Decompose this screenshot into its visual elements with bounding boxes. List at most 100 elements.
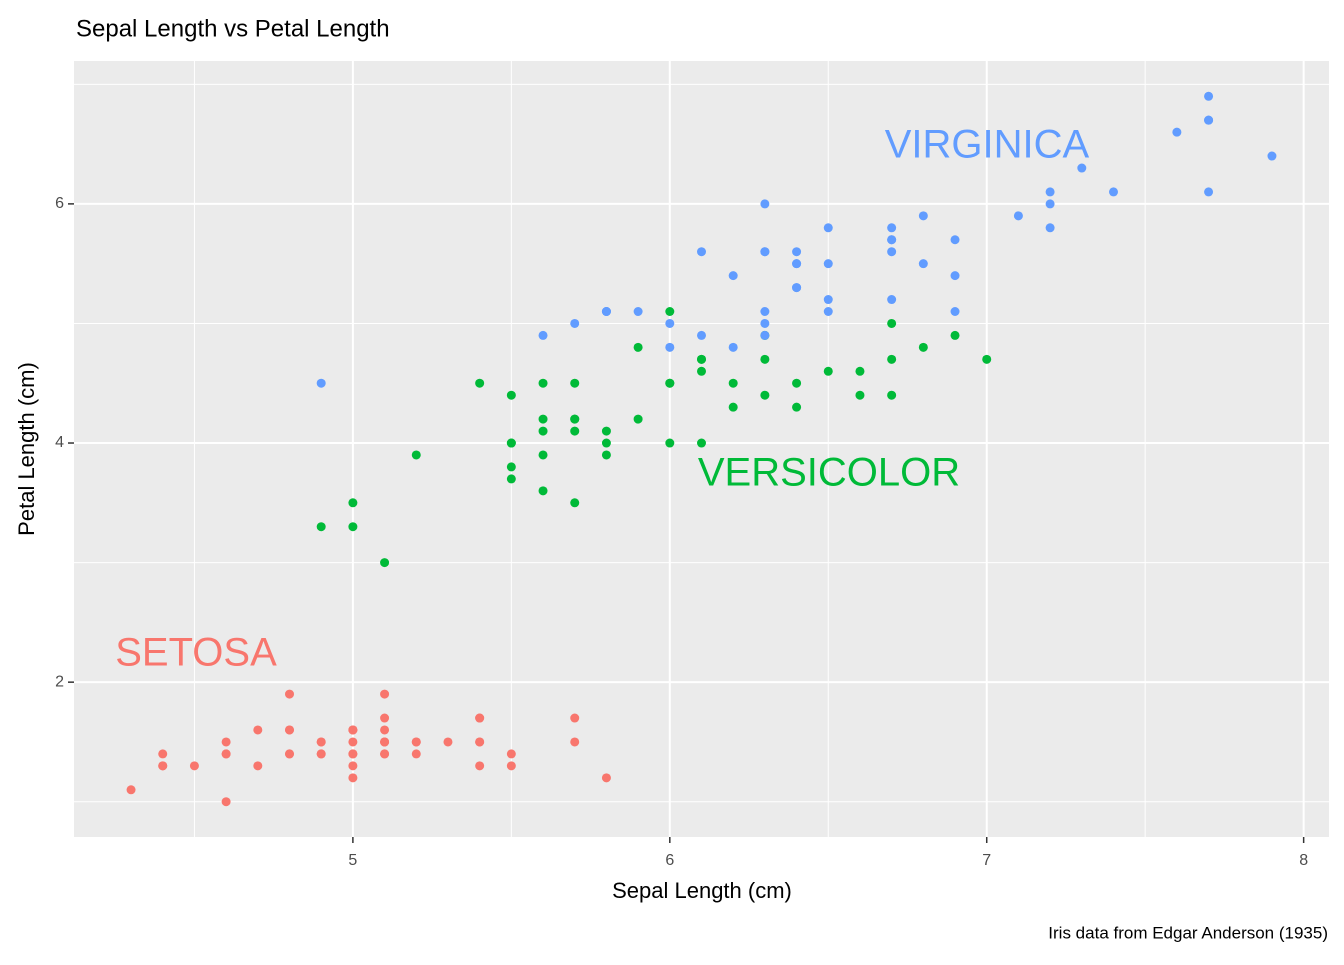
point bbox=[316, 522, 326, 532]
point bbox=[823, 223, 833, 233]
point bbox=[506, 749, 516, 759]
point bbox=[601, 426, 611, 436]
point bbox=[697, 354, 706, 364]
point bbox=[601, 438, 611, 448]
panel-background bbox=[74, 61, 1329, 837]
point bbox=[221, 737, 231, 747]
point bbox=[538, 414, 548, 424]
point bbox=[665, 342, 675, 352]
point bbox=[570, 737, 580, 747]
point bbox=[506, 438, 516, 448]
point bbox=[1204, 187, 1214, 197]
annotation: VERSICOLOR bbox=[698, 451, 960, 495]
point bbox=[570, 414, 580, 424]
point bbox=[411, 749, 421, 759]
point bbox=[221, 749, 231, 759]
point bbox=[1013, 211, 1023, 221]
point bbox=[1172, 127, 1182, 137]
point bbox=[697, 366, 706, 376]
point bbox=[728, 402, 738, 412]
point bbox=[1267, 151, 1277, 161]
point bbox=[316, 378, 326, 388]
point bbox=[348, 761, 358, 771]
point bbox=[189, 761, 199, 771]
point bbox=[918, 259, 928, 269]
point bbox=[570, 426, 580, 436]
point bbox=[380, 725, 390, 735]
point bbox=[887, 223, 897, 233]
point bbox=[760, 306, 770, 316]
point bbox=[158, 749, 168, 759]
point bbox=[601, 450, 611, 460]
point bbox=[570, 713, 580, 723]
point bbox=[538, 450, 548, 460]
point bbox=[506, 761, 516, 771]
point bbox=[950, 330, 960, 340]
point bbox=[760, 318, 770, 328]
point bbox=[918, 211, 928, 221]
point bbox=[887, 235, 897, 245]
point bbox=[728, 271, 738, 281]
point bbox=[633, 306, 643, 316]
point bbox=[475, 761, 485, 771]
point bbox=[728, 378, 738, 388]
point bbox=[411, 737, 421, 747]
point bbox=[1204, 91, 1214, 101]
panel bbox=[74, 61, 1329, 837]
point bbox=[380, 558, 390, 568]
point bbox=[950, 271, 960, 281]
caption: Iris data from Edgar Anderson (1935) bbox=[1048, 923, 1328, 942]
point bbox=[285, 725, 295, 735]
point bbox=[887, 318, 897, 328]
point bbox=[823, 306, 833, 316]
point bbox=[316, 737, 326, 747]
point bbox=[792, 378, 802, 388]
point bbox=[855, 366, 865, 376]
point bbox=[506, 462, 516, 472]
point bbox=[126, 785, 136, 795]
point bbox=[1045, 223, 1055, 233]
point bbox=[792, 259, 802, 269]
point bbox=[633, 342, 643, 352]
annotation: SETOSA bbox=[115, 631, 277, 675]
x-tick-label: 8 bbox=[1299, 852, 1308, 869]
chart-title: Sepal Length vs Petal Length bbox=[76, 15, 390, 42]
x-tick-label: 5 bbox=[348, 852, 357, 869]
point bbox=[221, 797, 231, 807]
point bbox=[697, 247, 706, 257]
point bbox=[411, 450, 421, 460]
point bbox=[570, 498, 580, 508]
point bbox=[316, 749, 326, 759]
point bbox=[760, 199, 770, 209]
point bbox=[538, 486, 548, 496]
point bbox=[380, 713, 390, 723]
point bbox=[601, 773, 611, 783]
point bbox=[665, 378, 675, 388]
point bbox=[348, 498, 358, 508]
point bbox=[570, 318, 580, 328]
point bbox=[380, 737, 390, 747]
point bbox=[665, 318, 675, 328]
point bbox=[887, 295, 897, 305]
point bbox=[760, 354, 770, 364]
point bbox=[665, 306, 675, 316]
x-axis-title: Sepal Length (cm) bbox=[612, 878, 792, 903]
point bbox=[285, 749, 295, 759]
point bbox=[443, 737, 453, 747]
point bbox=[348, 773, 358, 783]
point bbox=[1077, 163, 1087, 173]
point bbox=[601, 306, 611, 316]
point bbox=[823, 295, 833, 305]
point bbox=[348, 522, 358, 532]
point bbox=[253, 725, 263, 735]
point bbox=[506, 474, 516, 484]
point bbox=[538, 426, 548, 436]
y-tick-label: 2 bbox=[55, 673, 64, 690]
point bbox=[253, 761, 263, 771]
point bbox=[697, 438, 706, 448]
point bbox=[760, 330, 770, 340]
point bbox=[823, 366, 833, 376]
point bbox=[633, 414, 643, 424]
x-tick-label: 7 bbox=[982, 852, 991, 869]
